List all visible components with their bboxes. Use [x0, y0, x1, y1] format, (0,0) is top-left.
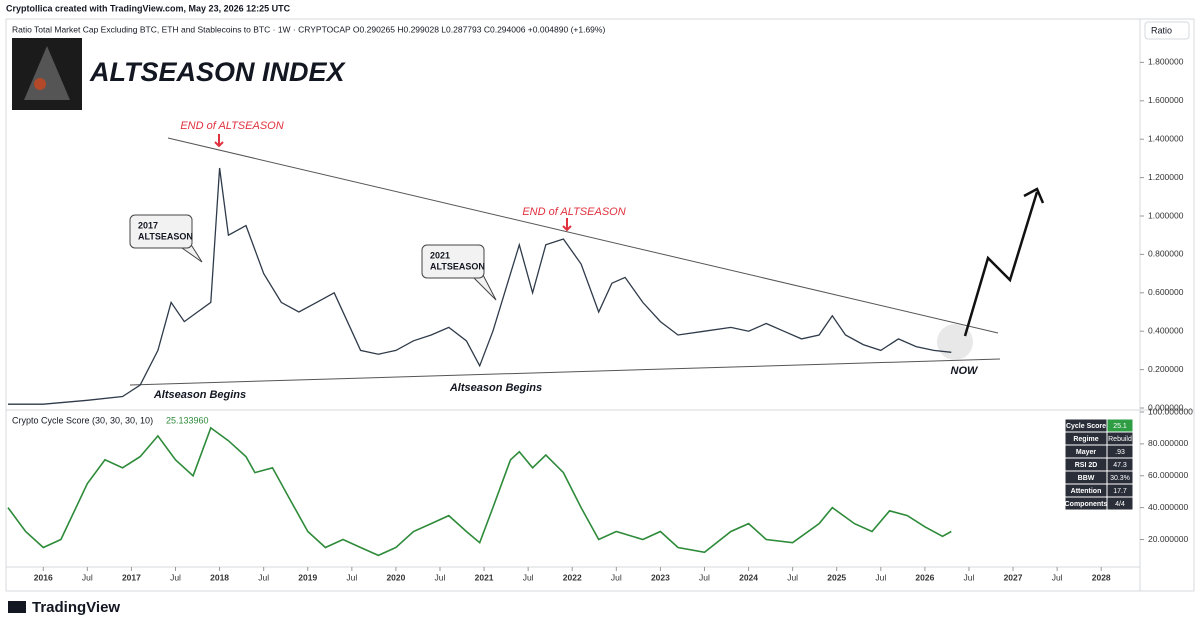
x-tick-label: 2025	[827, 572, 846, 582]
annotation: NOW	[951, 365, 980, 377]
y-tick-label: 0.000000	[1148, 402, 1184, 412]
callout-box	[129, 214, 193, 249]
x-tick-label: Jul	[346, 572, 357, 582]
watermark: TradingView	[32, 599, 120, 616]
x-tick-label: 2017	[122, 572, 141, 582]
indicator-value: 25.133960	[166, 415, 209, 425]
x-tick-label: 2022	[563, 572, 582, 582]
y-tick-label: 1.200000	[1148, 172, 1184, 182]
x-tick-label: 2020	[386, 572, 405, 582]
frame	[5, 18, 1195, 592]
symbol-legend: Ratio Total Market Cap Excluding BTC, ET…	[12, 24, 605, 34]
y-tick-label: 80.000000	[1148, 438, 1188, 448]
y-tick-label: 1.400000	[1148, 133, 1184, 143]
callout-text: 2021	[430, 250, 450, 260]
chart-title: ALTSEASON INDEX	[89, 57, 347, 87]
x-tick-label: 2018	[210, 572, 229, 582]
scale-label: Ratio	[1151, 25, 1172, 35]
y-tick-label: 0.600000	[1148, 287, 1184, 297]
y-tick-label: 60.000000	[1148, 470, 1188, 480]
projection-arrow	[963, 187, 1045, 337]
table-value: 30.3%	[1110, 475, 1130, 482]
callout-text: 2017	[138, 220, 158, 230]
callout-text: ALTSEASON	[138, 231, 193, 241]
y-tick-label: 1.800000	[1148, 57, 1184, 67]
callout-pointer	[473, 272, 497, 301]
table-label: BBW	[1078, 475, 1095, 482]
x-tick-label: Jul	[875, 572, 886, 582]
x-tick-label: Jul	[964, 572, 975, 582]
x-tick-label: Jul	[435, 572, 446, 582]
table-label: Mayer	[1076, 449, 1097, 456]
table-value: 47.3	[1113, 462, 1127, 469]
x-tick-label: Jul	[258, 572, 269, 582]
x-tick-label: Jul	[611, 572, 622, 582]
table-value: 17.7	[1113, 488, 1127, 495]
table-label: Cycle Score	[1066, 423, 1106, 430]
now-highlight	[937, 324, 973, 360]
table-value: Rebuild	[1108, 436, 1132, 443]
header: Cryptollica created with TradingView.com…	[6, 3, 291, 13]
logo	[12, 38, 82, 110]
annotation: Altseason Begins	[449, 382, 542, 394]
x-tick-label: Jul	[82, 572, 93, 582]
annotation-arrows	[214, 134, 572, 232]
series-line	[7, 426, 952, 557]
annotation: END of ALTSEASON	[522, 206, 625, 218]
y-tick-label: 0.200000	[1148, 364, 1184, 374]
indicator-title: Crypto Cycle Score (30, 30, 30, 10)	[12, 415, 153, 425]
x-tick-label: 2028	[1092, 572, 1111, 582]
y-tick-label: 0.800000	[1148, 249, 1184, 259]
trend-lines	[129, 137, 1001, 386]
y-tick-label: 40.000000	[1148, 502, 1188, 512]
x-tick-label: Jul	[523, 572, 534, 582]
x-tick-label: 2023	[651, 572, 670, 582]
table-label: Regime	[1073, 436, 1098, 443]
x-tick-label: Jul	[1052, 572, 1063, 582]
table-label: Attention	[1071, 488, 1102, 495]
y-tick-label: 1.000000	[1148, 210, 1184, 220]
table-cell	[1106, 496, 1134, 511]
y-tick-label: 20.000000	[1148, 534, 1188, 544]
x-tick-label: Jul	[699, 572, 710, 582]
x-tick-label: 2027	[1004, 572, 1023, 582]
scale-box	[1144, 21, 1190, 40]
y-tick-label: 0.400000	[1148, 325, 1184, 335]
x-tick-label: 2026	[915, 572, 934, 582]
x-tick-label: Jul	[170, 572, 181, 582]
y-tick-label: 100.000000	[1148, 406, 1193, 416]
series-line	[8, 167, 952, 405]
table-value: 25.1	[1113, 423, 1127, 430]
table-value: 4/4	[1115, 501, 1125, 508]
x-tick-label: 2024	[739, 572, 758, 582]
table-label: Components	[1065, 501, 1108, 508]
table-value: .93	[1115, 449, 1125, 456]
callout-box	[421, 244, 485, 279]
callout-text: ALTSEASON	[430, 261, 485, 271]
annotation: Altseason Begins	[153, 389, 246, 401]
y-tick-label: 1.600000	[1148, 95, 1184, 105]
tv-logo-mark	[8, 601, 26, 613]
x-tick-label: 2021	[475, 572, 494, 582]
x-tick-label: Jul	[787, 572, 798, 582]
x-tick-label: 2016	[34, 572, 53, 582]
annotation: END of ALTSEASON	[180, 120, 283, 132]
x-tick-label: 2019	[298, 572, 317, 582]
table-label: RSI 2D	[1075, 462, 1098, 469]
